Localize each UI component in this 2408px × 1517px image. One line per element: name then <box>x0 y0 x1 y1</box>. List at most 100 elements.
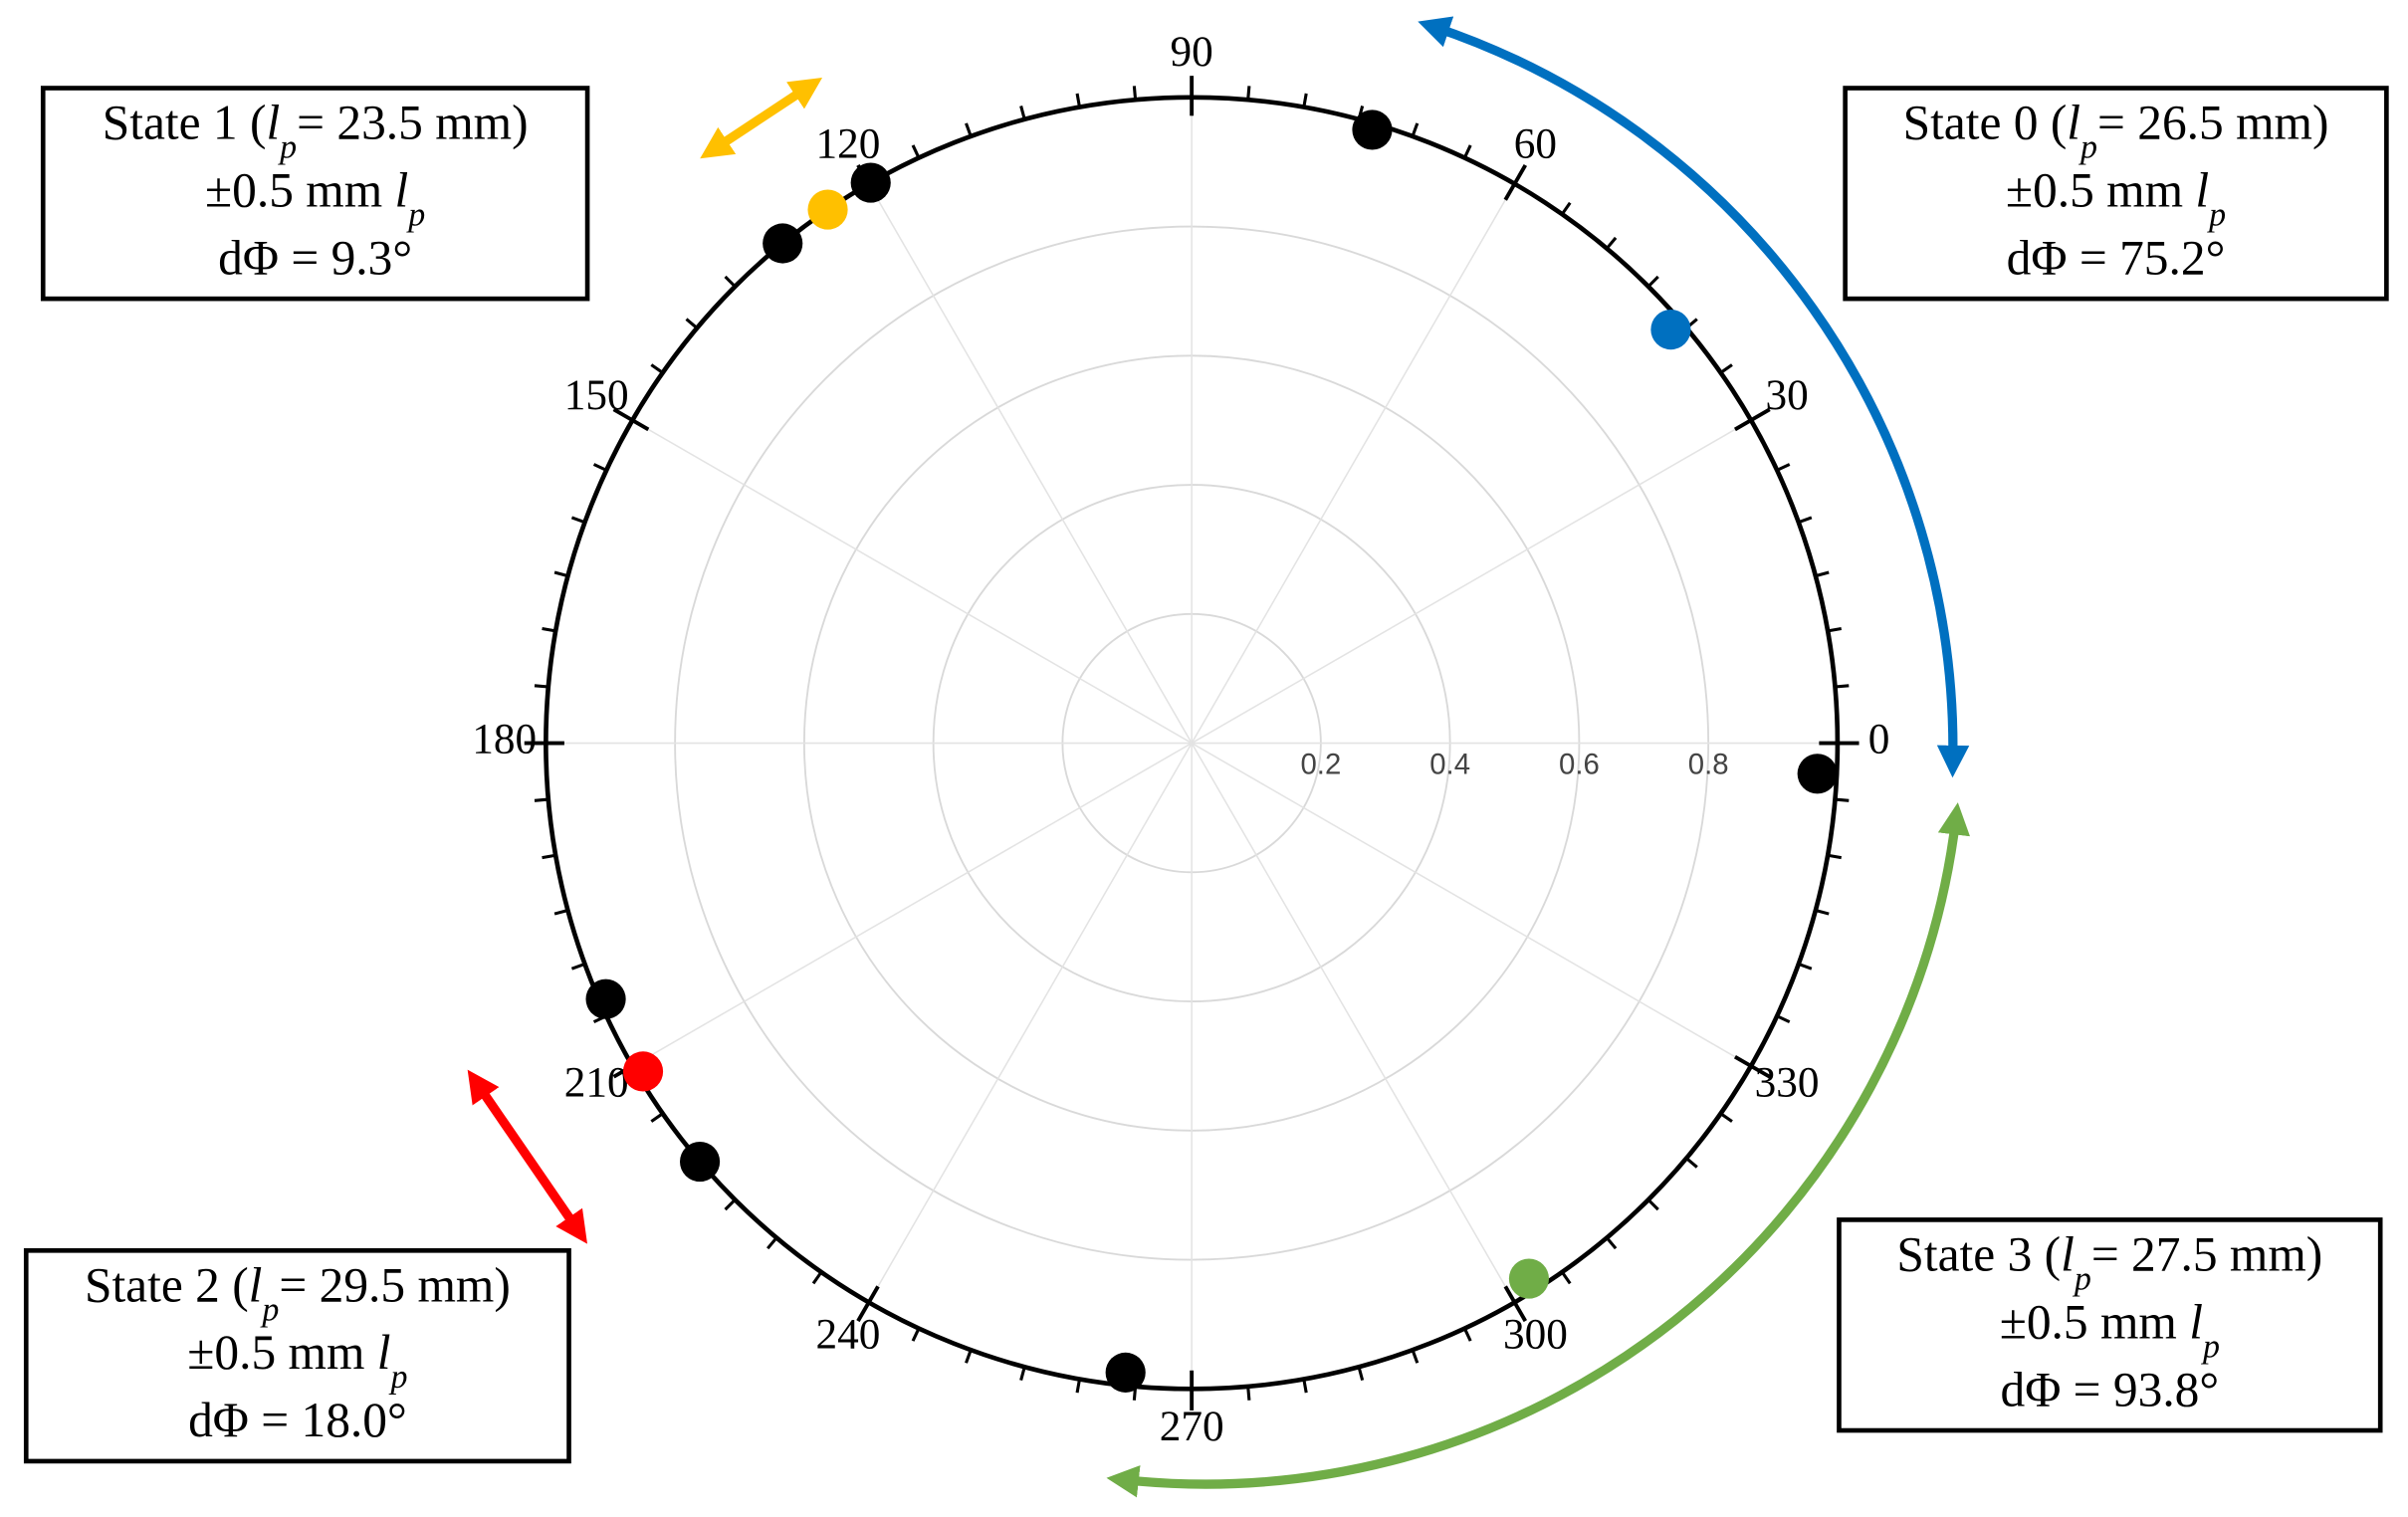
minor-tick <box>1019 106 1026 120</box>
annotation-text: dΦ = 18.0° <box>188 1393 407 1447</box>
theta-tick-label: 150 <box>564 371 629 419</box>
minor-tick <box>553 570 568 578</box>
data-point <box>622 1051 664 1092</box>
minor-tick <box>553 908 568 916</box>
major-tick <box>856 1285 880 1323</box>
annotation-text: State 1 ( <box>103 95 267 149</box>
minor-tick <box>542 853 556 860</box>
box-frame <box>1837 1217 2383 1433</box>
annotation-text: State 2 ( <box>85 1257 249 1312</box>
annotation-text: dΦ = 9.3° <box>218 230 412 285</box>
minor-tick <box>1815 570 1830 578</box>
minor-tick <box>1835 797 1850 802</box>
grid-spoke <box>1191 183 1516 744</box>
annotation-text: = 29.5 mm) <box>279 1257 510 1312</box>
minor-tick <box>1719 1112 1733 1123</box>
r-tick-label: 0.2 <box>1301 748 1342 780</box>
minor-tick <box>542 626 556 633</box>
annotation-text: p <box>406 196 425 233</box>
minor-tick <box>724 1198 737 1211</box>
minor-tick <box>766 1236 778 1250</box>
grid-spoke <box>868 743 1193 1303</box>
annotation-text: l <box>249 1257 263 1312</box>
minor-tick <box>1246 1386 1251 1401</box>
minor-tick <box>1302 93 1308 108</box>
annotation-line: State 3 (lp= 27.5 mm) <box>1896 1226 2322 1297</box>
grid-spoke <box>1191 743 1516 1303</box>
minor-tick <box>1646 275 1659 288</box>
minor-tick <box>1411 1349 1420 1364</box>
annotation-line: ±0.5 mm lp <box>2006 162 2226 233</box>
minor-tick <box>570 516 586 525</box>
arrow-state-1 <box>700 78 823 159</box>
minor-tick <box>1605 236 1618 250</box>
grid-spoke <box>631 419 1193 745</box>
theta-tick-label: 270 <box>1160 1403 1224 1450</box>
minor-tick <box>965 1349 973 1364</box>
annotation-text: State 3 ( <box>1896 1226 2061 1281</box>
minor-tick <box>811 1271 823 1285</box>
theta-tick-label: 210 <box>564 1059 629 1107</box>
major-tick <box>1503 164 1528 201</box>
annotation-text: State 0 ( <box>1903 95 2068 149</box>
theta-tick-label: 30 <box>1765 371 1808 419</box>
data-point <box>679 1141 721 1183</box>
minor-tick <box>570 962 586 971</box>
minor-tick <box>1798 516 1813 525</box>
minor-tick <box>1462 1327 1472 1342</box>
annotation-text: ±0.5 mm <box>2006 162 2196 217</box>
annotation-text: = 23.5 mm) <box>297 95 528 149</box>
minor-tick <box>1462 144 1472 159</box>
minor-tick <box>1776 463 1791 472</box>
minor-tick <box>1357 1366 1365 1382</box>
annotation-text: p <box>2207 196 2226 233</box>
minor-tick <box>1798 962 1813 971</box>
annotation-text: = 27.5 mm) <box>2091 1226 2322 1281</box>
minor-tick <box>685 318 699 329</box>
minor-tick <box>1815 908 1830 916</box>
minor-tick <box>724 275 737 288</box>
data-point <box>1105 1352 1146 1393</box>
annotation-text: ±0.5 mm <box>187 1325 376 1380</box>
theta-tick-label: 180 <box>472 715 537 762</box>
minor-tick <box>1646 1198 1659 1211</box>
annotation-text: ±0.5 mm <box>2000 1294 2190 1349</box>
annotation-line: State 1 (lp= 23.5 mm) <box>103 95 529 165</box>
data-point <box>763 223 803 264</box>
minor-tick <box>1560 1271 1572 1285</box>
theta-tick-label: 300 <box>1503 1310 1568 1358</box>
annotation-line: ±0.5 mm lp <box>205 162 425 233</box>
minor-tick <box>965 122 973 137</box>
data-point <box>1508 1258 1550 1299</box>
annotation-text: p <box>2079 128 2097 165</box>
annotation-text: p <box>389 1359 408 1396</box>
minor-tick <box>650 363 664 374</box>
annotation-line: dΦ = 9.3° <box>218 230 412 285</box>
major-tick <box>612 407 650 432</box>
annotation-text: p <box>278 128 297 165</box>
theta-tick-label: 0 <box>1868 715 1890 762</box>
annotation-text: p <box>2201 1328 2220 1365</box>
annotation-line: State 0 (lp= 26.5 mm) <box>1903 95 2329 165</box>
annotation-text: ±0.5 mm <box>205 162 395 217</box>
data-point <box>1352 109 1393 150</box>
minor-tick <box>1719 363 1733 374</box>
box-frame <box>40 86 590 302</box>
minor-tick <box>1302 1379 1308 1394</box>
r-tick-label: 0.6 <box>1559 748 1600 780</box>
theta-tick-label: 60 <box>1514 120 1557 168</box>
grid-spoke <box>868 183 1193 744</box>
data-point <box>850 162 891 203</box>
annotation-text: l <box>2067 95 2080 149</box>
arrow-state-0 <box>1418 16 1970 778</box>
r-tick-label: 0.4 <box>1429 748 1470 780</box>
annotation-text: l <box>2189 1294 2203 1349</box>
data-point <box>1650 310 1691 350</box>
minor-tick <box>1560 201 1572 215</box>
box-frame <box>1843 86 2389 302</box>
